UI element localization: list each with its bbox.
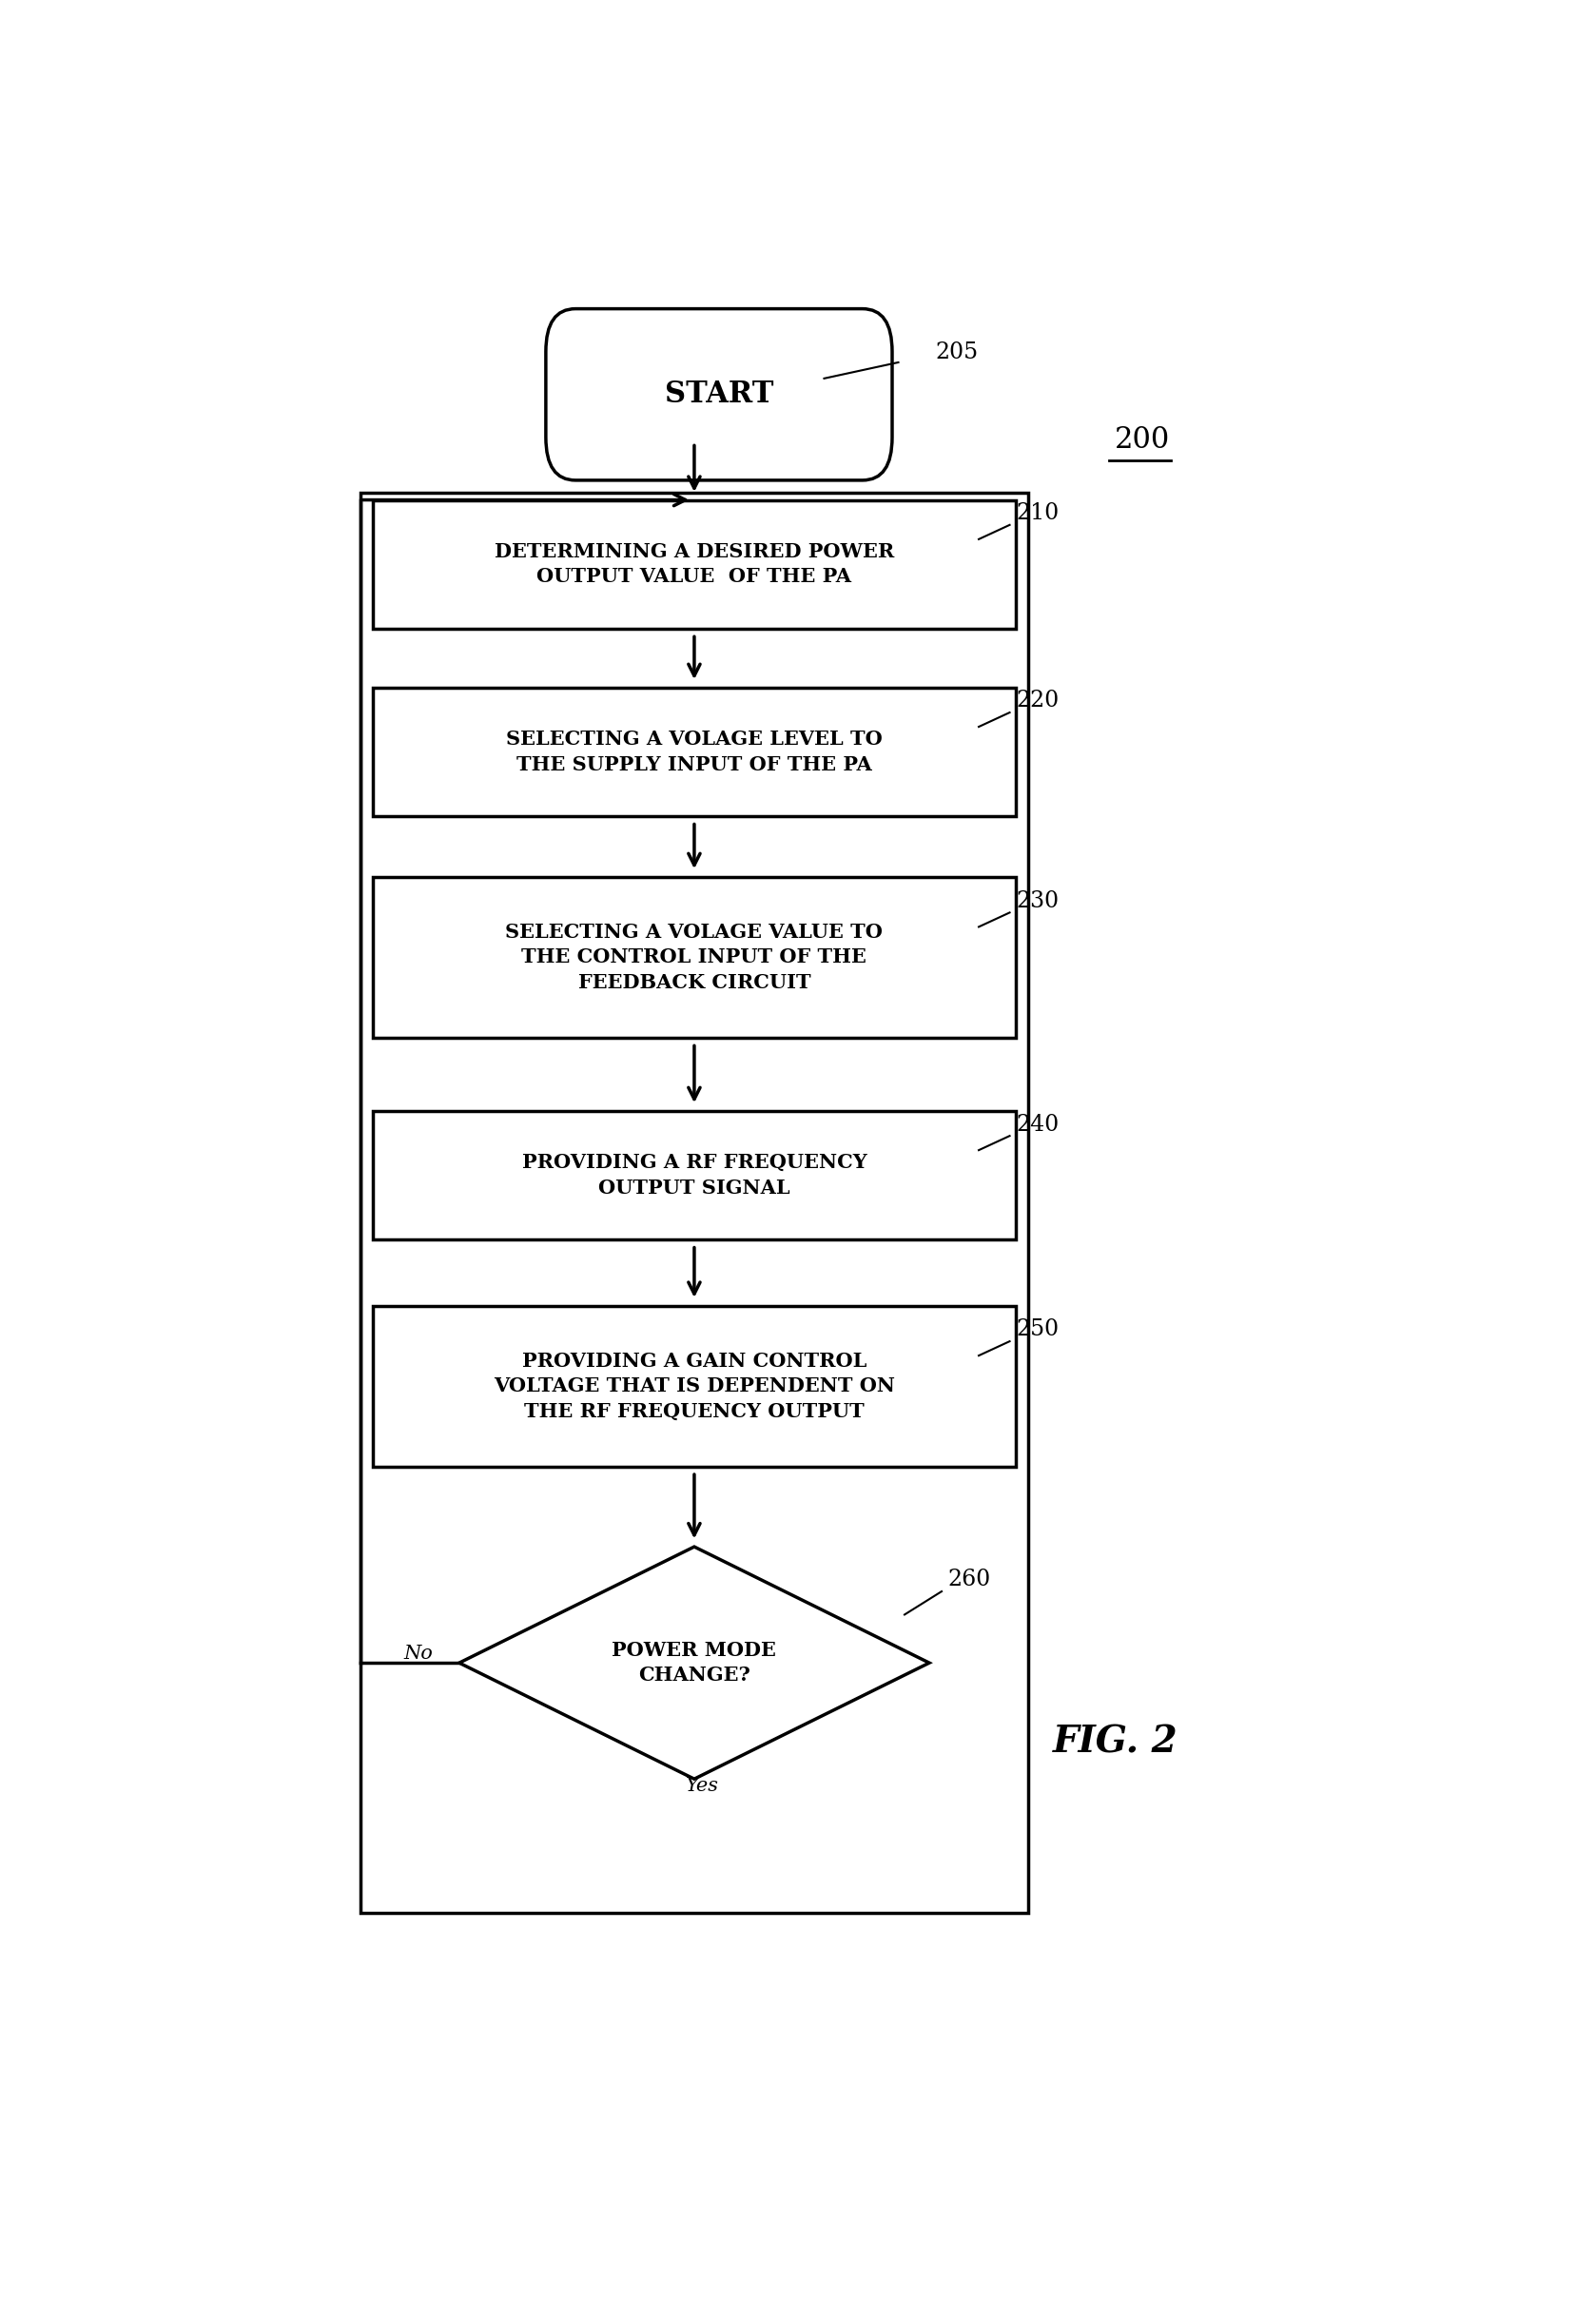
Bar: [372, 499, 1015, 629]
Text: 250: 250: [1015, 1318, 1058, 1341]
Text: 205: 205: [935, 341, 978, 364]
Text: Yes: Yes: [686, 1777, 718, 1796]
Bar: [372, 1111, 1015, 1239]
Text: 240: 240: [1015, 1114, 1058, 1134]
Text: START: START: [664, 380, 774, 408]
Text: 230: 230: [1015, 891, 1058, 912]
Text: 260: 260: [948, 1568, 991, 1592]
Ellipse shape: [833, 353, 892, 438]
Text: FIG. 2: FIG. 2: [1053, 1724, 1178, 1761]
Polygon shape: [460, 1547, 929, 1779]
Bar: [576, 353, 862, 438]
Text: DETERMINING A DESIRED POWER
OUTPUT VALUE  OF THE PA: DETERMINING A DESIRED POWER OUTPUT VALUE…: [495, 543, 894, 587]
Text: PROVIDING A GAIN CONTROL
VOLTAGE THAT IS DEPENDENT ON
THE RF FREQUENCY OUTPUT: PROVIDING A GAIN CONTROL VOLTAGE THAT IS…: [493, 1350, 895, 1420]
Text: No: No: [404, 1645, 433, 1663]
Text: 200: 200: [1114, 425, 1170, 455]
Bar: [372, 877, 1015, 1037]
Text: SELECTING A VOLAGE VALUE TO
THE CONTROL INPUT OF THE
FEEDBACK CIRCUIT: SELECTING A VOLAGE VALUE TO THE CONTROL …: [506, 923, 883, 993]
Text: SELECTING A VOLAGE LEVEL TO
THE SUPPLY INPUT OF THE PA: SELECTING A VOLAGE LEVEL TO THE SUPPLY I…: [506, 731, 883, 775]
Ellipse shape: [546, 353, 605, 438]
Text: PROVIDING A RF FREQUENCY
OUTPUT SIGNAL: PROVIDING A RF FREQUENCY OUTPUT SIGNAL: [522, 1153, 867, 1197]
Text: POWER MODE
CHANGE?: POWER MODE CHANGE?: [611, 1640, 777, 1684]
Bar: [361, 492, 1028, 1914]
Text: 220: 220: [1015, 689, 1058, 712]
Bar: [372, 1306, 1015, 1466]
Text: 210: 210: [1015, 503, 1058, 524]
Bar: [372, 687, 1015, 817]
